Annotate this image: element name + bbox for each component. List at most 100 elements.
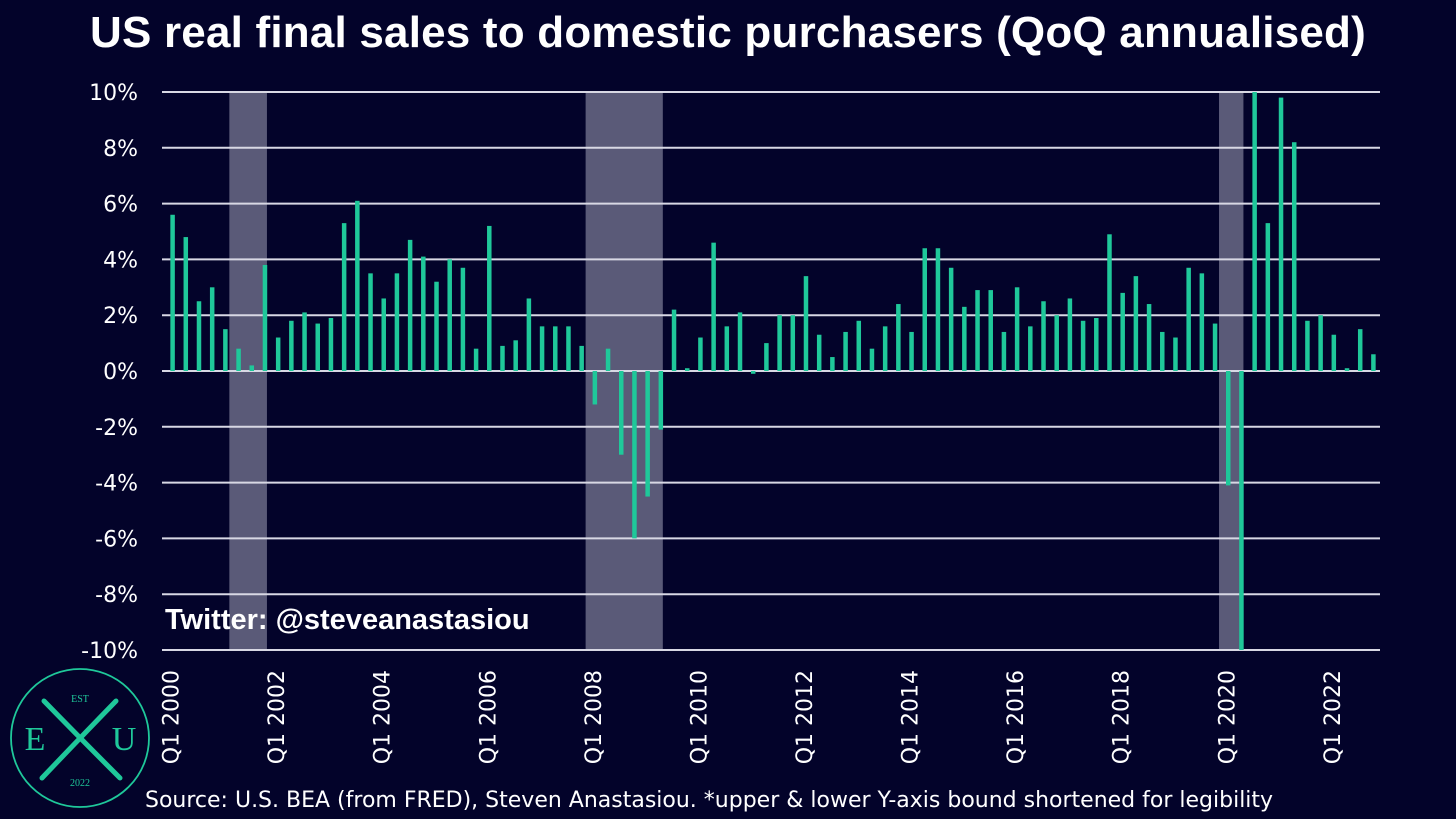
bar (1160, 331, 1165, 371)
x-tick-label: Q1 2012 (793, 670, 818, 764)
y-tick-label: -8% (95, 583, 138, 608)
bar (1001, 331, 1007, 371)
bar (619, 371, 624, 455)
x-tick-label: Q1 2006 (476, 670, 501, 764)
bar (856, 320, 862, 371)
bar (262, 264, 268, 371)
bar (935, 248, 941, 371)
bar (1146, 304, 1152, 371)
y-tick-label: -6% (95, 527, 138, 552)
bar (1239, 371, 1244, 650)
bar (1305, 320, 1310, 371)
bar (473, 348, 479, 371)
bar (1252, 92, 1257, 371)
bar (539, 326, 545, 371)
bar (447, 259, 452, 371)
bar (1226, 371, 1231, 486)
bar (737, 312, 743, 371)
bar (922, 248, 927, 371)
bar (355, 200, 360, 371)
x-tick-label: Q1 2002 (265, 670, 290, 764)
bar (487, 225, 492, 371)
bar (302, 312, 307, 371)
bar-series (170, 92, 1376, 650)
x-tick-label: Q1 2016 (1004, 670, 1029, 764)
y-axis-ticks: 10% 8% 6% 4% 2% 0% -2% -4% -6% -8% -10% (81, 81, 138, 664)
bar (1133, 276, 1139, 371)
bar (1318, 315, 1323, 371)
bar (553, 326, 558, 371)
bar (843, 331, 848, 371)
bar (341, 223, 347, 371)
bar (275, 337, 281, 371)
bar (1199, 273, 1205, 371)
y-tick-label: -2% (95, 416, 138, 441)
bar (170, 214, 175, 371)
bar (1028, 326, 1033, 371)
y-tick-label: 2% (103, 304, 138, 329)
y-tick-label: -4% (95, 472, 138, 497)
bar (909, 331, 914, 371)
bar (1265, 223, 1271, 371)
twitter-watermark: Twitter: @steveanastasiou (165, 604, 530, 636)
bar (816, 334, 822, 371)
crossed-x-logo-icon: EST E U 2022 (10, 668, 150, 808)
bar (289, 320, 294, 371)
bar (315, 323, 320, 371)
x-tick-label: Q1 2008 (582, 670, 607, 764)
bar (1344, 368, 1350, 371)
bar (962, 306, 967, 371)
bar (1094, 317, 1099, 371)
y-tick-label: -10% (81, 639, 138, 664)
bar (407, 239, 413, 371)
bar (658, 371, 664, 430)
bar (988, 290, 993, 371)
x-tick-label: Q1 2020 (1215, 670, 1240, 764)
bar (671, 309, 677, 371)
bar (803, 276, 809, 371)
x-tick-label: Q1 2022 (1321, 670, 1346, 764)
bar (1291, 142, 1297, 371)
bar (1107, 234, 1112, 371)
bar (711, 242, 716, 371)
bar (1054, 315, 1059, 371)
bar (764, 343, 769, 371)
bar (1212, 323, 1218, 371)
bar (500, 345, 505, 371)
bar (249, 365, 255, 371)
source-note: Source: U.S. BEA (from FRED), Steven Ana… (145, 788, 1274, 813)
bar (434, 281, 439, 371)
bar (896, 304, 901, 371)
bar (592, 371, 598, 405)
bar (460, 267, 466, 371)
y-tick-label: 0% (103, 360, 138, 385)
bar (368, 273, 373, 371)
bar (196, 301, 202, 371)
bar (183, 237, 189, 371)
y-tick-label: 8% (103, 137, 138, 162)
bar (724, 326, 730, 371)
y-tick-label: 4% (103, 248, 138, 273)
bar (579, 345, 584, 371)
bar (605, 348, 611, 371)
bar (684, 368, 690, 371)
bar (421, 256, 426, 371)
logo-top-text: EST (71, 694, 89, 705)
bar (698, 337, 703, 371)
y-tick-label: 10% (89, 81, 138, 106)
bar (948, 267, 954, 371)
bar (209, 287, 215, 371)
bar-chart: 10%8%6%4%2%0%-2%-4%-6%-8%-10% Q1 2000 Q1 … (81, 81, 1380, 764)
x-tick-label: Q1 2010 (687, 670, 712, 764)
bar (1186, 267, 1191, 371)
x-tick-label: Q1 2004 (371, 670, 396, 764)
y-tick-label: 6% (103, 193, 138, 218)
bar (1080, 320, 1086, 371)
bar (1173, 337, 1178, 371)
bar (1371, 354, 1376, 371)
bar (394, 273, 400, 371)
bar (1041, 301, 1046, 371)
bar (882, 326, 888, 371)
x-tick-label: Q1 2018 (1110, 670, 1135, 764)
bar (1014, 287, 1020, 371)
